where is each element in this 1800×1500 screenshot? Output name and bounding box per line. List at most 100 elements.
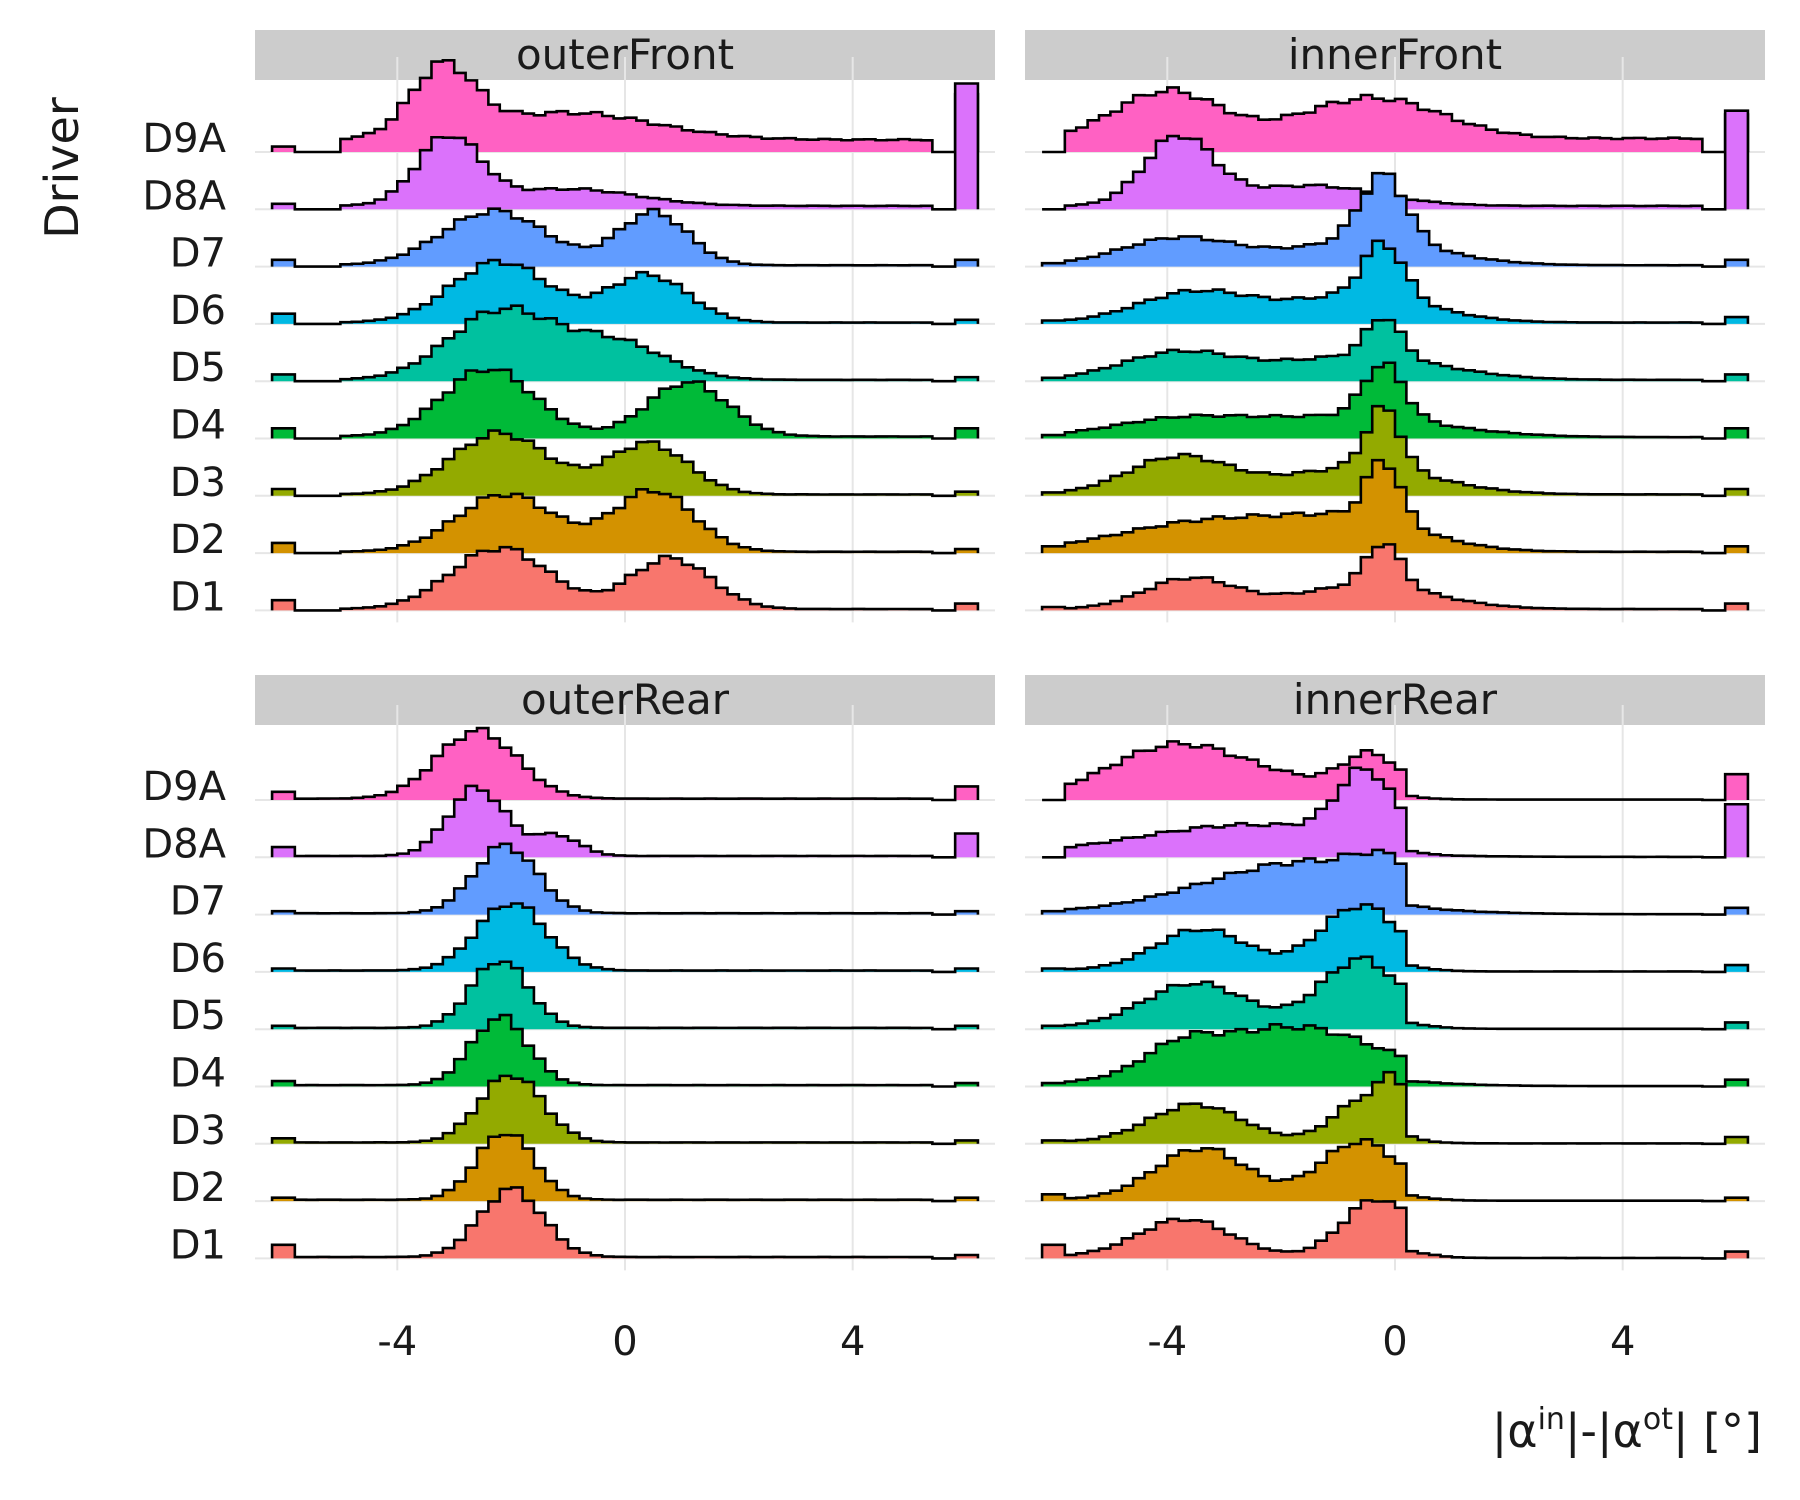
driver-label-D4: D4 xyxy=(170,403,226,449)
x-title-part: |α xyxy=(1492,1404,1538,1459)
driver-label-D1: D1 xyxy=(170,1222,226,1268)
panel-outerFront: outerFront xyxy=(255,30,995,623)
x-axis-ticks: -4 0 4 -4 0 4 xyxy=(377,1319,1635,1365)
driver-label-D6: D6 xyxy=(170,936,226,982)
ridge-outline-outerRear-D2 xyxy=(270,1133,980,1203)
ridge-outline-outerRear-D6 xyxy=(270,902,980,974)
driver-label-D5: D5 xyxy=(170,993,226,1039)
ridge-outline-innerRear-D3 xyxy=(1040,1070,1750,1146)
ridge-outline-innerRear-D5 xyxy=(1040,955,1750,1031)
ridge-outline-innerRear-D1 xyxy=(1040,1199,1750,1260)
ridge-fill-innerFront-D7 xyxy=(1042,173,1748,267)
ridge-outline-innerRear-D9A xyxy=(1042,740,1750,802)
x-title-superscript: in xyxy=(1538,1402,1565,1437)
x-title-superscript: ot xyxy=(1643,1402,1673,1437)
ridge-outline-outerFront-D6 xyxy=(270,258,980,326)
ridge-fill-outerRear-D8A xyxy=(272,785,978,858)
ridge-fill-innerRear-D2 xyxy=(1042,1139,1748,1202)
x-tick-label: 4 xyxy=(840,1319,865,1365)
ridge-outline-innerRear-D2 xyxy=(1040,1138,1750,1203)
ridge-outline-innerFront-D1 xyxy=(1040,543,1750,612)
driver-label-D4: D4 xyxy=(170,1051,226,1097)
ridge-outline-outerRear-D4 xyxy=(270,1013,980,1088)
ridge-fill-outerFront-D4 xyxy=(272,369,978,439)
ridge-fill-innerFront-D3 xyxy=(1042,406,1748,496)
driver-label-D6: D6 xyxy=(170,288,226,334)
ridge-fill-outerFront-D3 xyxy=(272,430,978,496)
ridge-fill-innerRear-D3 xyxy=(1042,1072,1748,1144)
ridge-outline-innerRear-D7 xyxy=(1040,848,1750,916)
ridge-outline-outerFront-D1 xyxy=(270,545,980,612)
driver-axis-labels: D9A D8A D7 D6 D5 D4 D3 D2 D1 D9A D8A D7 D6 D5 D4 D3 D2 D1 xyxy=(142,116,226,1268)
ridge-fill-innerRear-D6 xyxy=(1042,904,1748,972)
ridge-fill-outerFront-D2 xyxy=(272,489,978,554)
driver-label-D2: D2 xyxy=(170,517,226,563)
ridge-outline-outerFront-D2 xyxy=(270,488,980,555)
ridge-outline-innerRear-D8A xyxy=(1042,766,1750,859)
ridge-outline-outerRear-D5 xyxy=(270,960,980,1031)
ridge-outline-outerRear-D1 xyxy=(270,1186,980,1260)
ridge-outline-innerFront-D7 xyxy=(1040,171,1750,268)
ridge-fill-innerRear-D1 xyxy=(1042,1200,1748,1259)
ridge-outline-outerRear-D8A xyxy=(270,784,980,859)
ridge-outline-innerFront-D6 xyxy=(1040,239,1750,326)
ridge-outline-innerFront-D3 xyxy=(1040,404,1750,498)
x-title-part: | [°] xyxy=(1673,1404,1762,1459)
driver-label-D2: D2 xyxy=(170,1165,226,1211)
driver-label-D9A: D9A xyxy=(142,764,226,810)
y-axis-title: Driver xyxy=(35,97,89,239)
driver-label-D9A: D9A xyxy=(142,116,226,162)
panel-innerFront: innerFront xyxy=(1025,30,1765,623)
x-tick-label: -4 xyxy=(1147,1319,1187,1365)
ridge-outline-outerRear-D7 xyxy=(270,842,980,916)
driver-label-D3: D3 xyxy=(170,460,226,506)
ridge-outline-innerFront-D5 xyxy=(1040,318,1750,383)
ridge-outline-innerFront-D9A xyxy=(1042,86,1750,154)
ridge-outline-outerFront-D7 xyxy=(270,207,980,268)
ridge-outline-outerRear-D9A xyxy=(270,726,980,802)
x-tick-label: 0 xyxy=(1382,1319,1407,1365)
ridge-outline-innerFront-D4 xyxy=(1040,361,1750,440)
ridge-outline-innerRear-D4 xyxy=(1040,1023,1750,1088)
driver-label-D8A: D8A xyxy=(142,821,226,867)
driver-label-D7: D7 xyxy=(170,231,226,277)
ridge-outline-innerFront-D2 xyxy=(1040,458,1750,555)
panel-innerRear: innerRear xyxy=(1025,675,1765,1271)
x-title-part: |-|α xyxy=(1565,1404,1643,1459)
driver-label-D7: D7 xyxy=(170,879,226,925)
ridge-outline-outerFront-D9A xyxy=(270,59,980,154)
panel-outerRear: outerRear xyxy=(255,675,995,1271)
driver-label-D1: D1 xyxy=(170,574,226,620)
ridge-fill-outerFront-D6 xyxy=(272,260,978,324)
x-axis-title: |αin|-|αot| [°] xyxy=(1492,1402,1762,1459)
x-tick-label: 0 xyxy=(612,1319,637,1365)
ridge-outline-outerFront-D8A xyxy=(270,82,980,211)
ridge-fill-innerFront-D2 xyxy=(1042,460,1748,554)
x-tick-label: -4 xyxy=(377,1319,417,1365)
ridge-fill-outerFront-D5 xyxy=(272,305,978,382)
ridge-fill-innerFront-D5 xyxy=(1042,320,1748,382)
ridge-outline-outerRear-D3 xyxy=(270,1074,980,1146)
ridge-outline-outerFront-D5 xyxy=(270,304,980,383)
x-tick-label: 4 xyxy=(1610,1319,1635,1365)
ridge-fill-outerFront-D7 xyxy=(272,208,978,267)
driver-label-D8A: D8A xyxy=(142,173,226,219)
ridge-outline-outerFront-D4 xyxy=(270,368,980,440)
driver-label-D3: D3 xyxy=(170,1108,226,1154)
ridge-outline-innerRear-D6 xyxy=(1040,903,1750,974)
ridge-fill-innerRear-D8A xyxy=(1042,767,1748,858)
ridge-fill-innerFront-D4 xyxy=(1042,362,1748,439)
ridge-fill-outerFront-D8A xyxy=(272,83,978,210)
ridge-fill-innerFront-D9A xyxy=(1042,87,1748,152)
ridge-fill-outerRear-D9A xyxy=(272,728,978,800)
ridge-fill-innerRear-D5 xyxy=(1042,956,1748,1030)
ridge-fill-innerFront-D8A xyxy=(1042,110,1748,210)
ridge-fill-outerFront-D9A xyxy=(272,60,978,153)
ridge-outline-outerFront-D3 xyxy=(270,429,980,498)
ridge-fill-innerRear-D7 xyxy=(1042,849,1748,915)
ridge-fill-innerFront-D6 xyxy=(1042,240,1748,324)
driver-label-D5: D5 xyxy=(170,345,226,391)
ridge-fill-innerFront-D1 xyxy=(1042,544,1748,611)
